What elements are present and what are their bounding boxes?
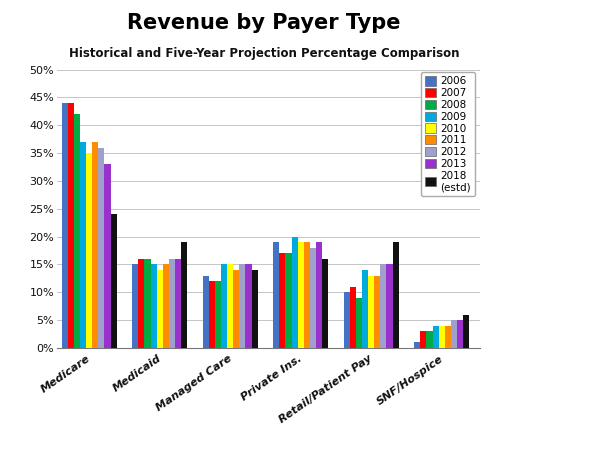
Bar — [157, 270, 163, 348]
Bar — [215, 281, 221, 348]
Bar — [463, 315, 469, 348]
Bar — [169, 259, 175, 348]
Bar — [68, 103, 74, 348]
Bar — [280, 253, 286, 348]
Bar — [175, 259, 181, 348]
Text: Revenue by Payer Type: Revenue by Payer Type — [127, 13, 401, 34]
Bar — [304, 242, 310, 348]
Bar — [151, 264, 157, 348]
Bar — [145, 259, 151, 348]
Bar — [92, 142, 98, 348]
Bar — [80, 142, 86, 348]
Bar — [344, 292, 350, 348]
Bar — [209, 281, 215, 348]
Bar — [139, 259, 145, 348]
Bar — [292, 237, 298, 348]
Bar — [374, 276, 380, 348]
Bar — [203, 276, 209, 348]
Legend: 2006, 2007, 2008, 2009, 2010, 2011, 2012, 2013, 2018
(estd): 2006, 2007, 2008, 2009, 2010, 2011, 2012… — [421, 72, 475, 196]
Bar — [98, 148, 104, 348]
Bar — [163, 264, 169, 348]
Bar — [316, 242, 322, 348]
Bar — [239, 264, 245, 348]
Bar — [386, 264, 392, 348]
Bar — [439, 326, 445, 348]
Bar — [414, 343, 421, 348]
Bar — [74, 114, 80, 348]
Bar — [227, 264, 233, 348]
Bar — [421, 331, 427, 348]
Bar — [273, 242, 280, 348]
Bar — [362, 270, 368, 348]
Bar — [310, 248, 316, 348]
Bar — [104, 164, 110, 348]
Bar — [86, 153, 92, 348]
Bar — [221, 264, 227, 348]
Bar — [286, 253, 292, 348]
Bar — [356, 298, 362, 348]
Bar — [110, 214, 116, 348]
Bar — [380, 264, 386, 348]
Bar — [298, 242, 304, 348]
Text: Historical and Five-Year Projection Percentage Comparison: Historical and Five-Year Projection Perc… — [69, 47, 459, 60]
Bar — [245, 264, 251, 348]
Bar — [251, 270, 257, 348]
Bar — [132, 264, 139, 348]
Bar — [433, 326, 439, 348]
Bar — [233, 270, 239, 348]
Bar — [445, 326, 451, 348]
Bar — [368, 276, 374, 348]
Bar — [181, 242, 187, 348]
Bar — [451, 320, 457, 348]
Bar — [457, 320, 463, 348]
Bar — [350, 287, 356, 348]
Bar — [392, 242, 398, 348]
Bar — [62, 103, 68, 348]
Bar — [427, 331, 433, 348]
Bar — [322, 259, 328, 348]
